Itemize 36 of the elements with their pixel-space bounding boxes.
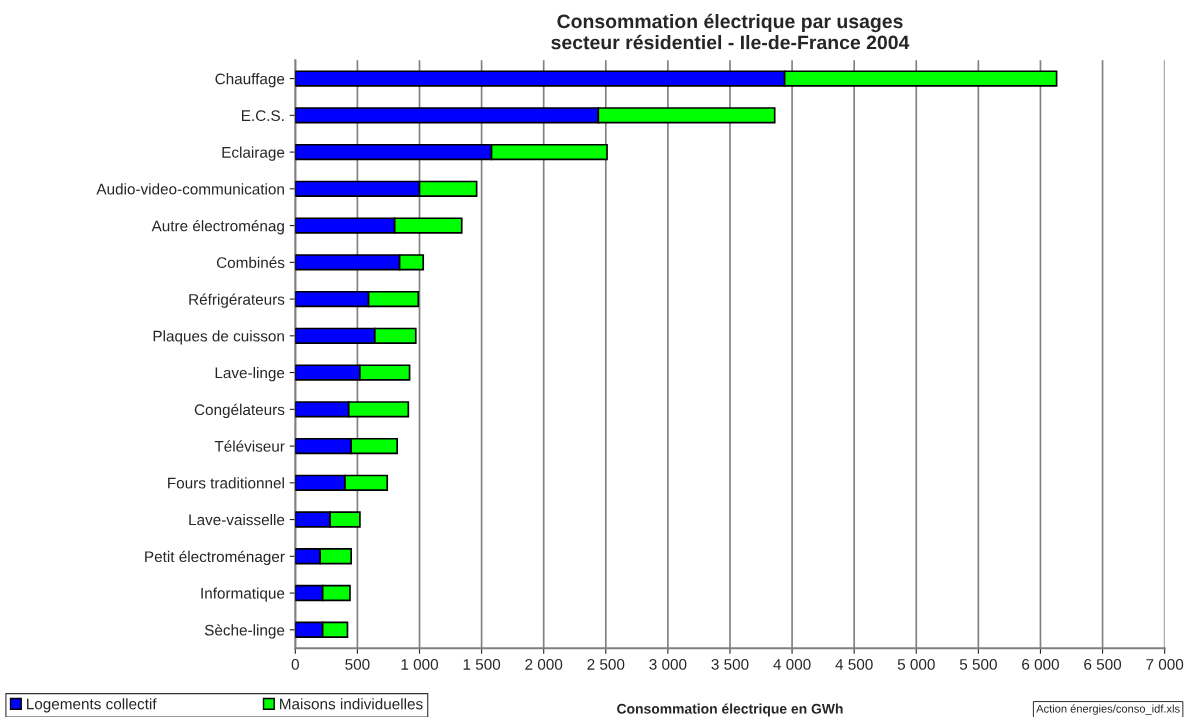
y-tick-label: Fours traditionnel [168,477,284,489]
legend-label: Logements collectif [27,698,157,713]
x-tick-label: 5 500 [959,658,997,670]
x-tick-label: 1 500 [463,658,501,670]
y-tick-label: Chauffage [215,73,285,88]
y-tick-label: Autre électroménag [151,219,284,235]
y-tick-label: Petit électroménager [145,550,285,566]
x-tick-label: 1 000 [401,658,439,670]
y-tick-label: E.C.S. [242,110,284,122]
y-tick-label: Eclairage [222,146,285,161]
y-tick-label: Informatique [201,587,285,602]
y-tick-label: Audio-video-communication [96,183,284,195]
y-tick-label: Plaques de cuisson [153,330,284,345]
x-tick-label: 500 [345,658,370,670]
x-axis-title: Consommation électrique en GWh [617,703,843,717]
x-tick-label: 6 000 [1022,658,1059,670]
text: Action énergies/conso_idf.xls [1036,704,1180,715]
y-tick-label: Combinés [216,256,285,269]
x-tick-label: 4 500 [835,658,873,670]
y-tick-label: Téléviseur [214,440,285,452]
y-tick-label: Lave-vaisselle [189,514,285,526]
chart-title: Consommation électrique par usages secteur résidentiel - Ile-de-France 2004 [551,13,910,50]
x-tick-label: 3 500 [711,658,749,670]
y-tick-label: Lave-linge [215,367,285,382]
x-tick-label: 3 000 [649,658,687,670]
legend-label: Maisons individuelles [280,698,423,710]
x-tick-label: 6 500 [1084,658,1122,670]
y-tick-label: Congélateurs [194,403,285,419]
x-tick-label: 2 500 [587,658,625,670]
x-tick-label: 4 000 [773,658,811,670]
y-tick-label: Réfrigérateurs [189,293,285,308]
y-tick-label: Sèche-linge [204,624,285,639]
x-tick-label: 5 000 [897,658,935,670]
x-tick-label: 7 000 [1146,658,1184,670]
x-tick-label: 2 000 [525,658,563,670]
x-tick-label: 0 [291,658,299,670]
